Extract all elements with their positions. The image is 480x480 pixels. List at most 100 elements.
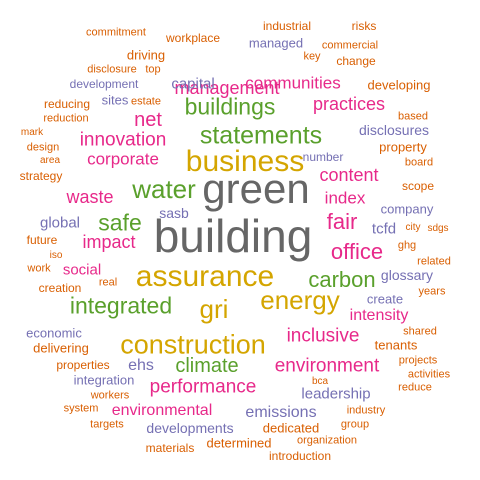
word-mark: mark	[20, 127, 44, 138]
word-sasb: sasb	[159, 205, 189, 221]
word-content: content	[319, 165, 379, 185]
word-emissions: emissions	[245, 404, 317, 421]
word-communities: communities	[245, 73, 341, 93]
word-integrated: integrated	[69, 292, 173, 319]
word-environment: environment	[274, 355, 380, 377]
word-reduction: reduction	[43, 112, 89, 125]
word-properties: properties	[56, 358, 110, 372]
word-global: global	[39, 214, 81, 232]
word-based: based	[398, 110, 428, 123]
word-construction: construction	[120, 329, 266, 360]
word-number: number	[302, 150, 344, 164]
word-sites: sites	[101, 92, 129, 108]
word-property: property	[379, 139, 427, 155]
word-office: office	[330, 239, 384, 264]
word-materials: materials	[145, 441, 195, 455]
word-commitment: commitment	[86, 26, 146, 39]
word-scope: scope	[401, 179, 435, 193]
word-developments: developments	[146, 420, 234, 436]
word-building: building	[153, 210, 313, 262]
word-reducing: reducing	[43, 97, 91, 111]
word-board: board	[404, 156, 434, 169]
word-years: years	[418, 285, 446, 298]
word-projects: projects	[398, 354, 438, 367]
word-determined: determined	[206, 435, 272, 451]
word-practices: practices	[312, 94, 386, 114]
word-driving: driving	[126, 47, 166, 63]
word-key: key	[303, 50, 321, 63]
word-developing: developing	[367, 77, 431, 93]
word-work: work	[27, 262, 51, 275]
word-social: social	[62, 261, 102, 279]
word-strategy: strategy	[19, 169, 63, 183]
word-introduction: introduction	[268, 449, 332, 463]
word-net: net	[134, 109, 162, 131]
word-performance: performance	[149, 376, 257, 398]
word-create: create	[366, 291, 404, 307]
word-change: change	[336, 54, 376, 68]
word-tenants: tenants	[374, 337, 418, 353]
word-targets: targets	[90, 418, 124, 431]
word-corporate: corporate	[87, 149, 159, 169]
word-impact: impact	[82, 232, 136, 252]
word-bca: bca	[311, 376, 329, 387]
word-shared: shared	[403, 325, 437, 338]
word-economic: economic	[26, 325, 82, 341]
word-dedicated: dedicated	[262, 420, 320, 436]
word-business: business	[185, 145, 305, 178]
word-design: design	[26, 141, 60, 154]
word-iso: iso	[49, 250, 63, 261]
word-workers: workers	[90, 389, 130, 402]
word-development: development	[69, 77, 139, 91]
word-integration: integration	[73, 372, 135, 388]
word-ehs: ehs	[128, 357, 154, 374]
word-tcfd: tcfd	[371, 220, 397, 238]
word-industrial: industrial	[262, 19, 312, 33]
word-intensity: intensity	[349, 307, 409, 324]
word-glossary: glossary	[380, 267, 434, 283]
word-area: area	[39, 155, 61, 166]
word-ghg: ghg	[397, 239, 417, 252]
word-reduce: reduce	[398, 381, 432, 394]
word-delivering: delivering	[33, 340, 89, 356]
word-statements: statements	[199, 121, 323, 150]
word-gri: gri	[199, 294, 229, 324]
word-system: system	[63, 402, 99, 415]
word-related: related	[417, 255, 451, 268]
word-estate: estate	[131, 95, 161, 108]
word-disclosure: disclosure	[87, 63, 137, 76]
word-carbon: carbon	[308, 267, 376, 292]
word-innovation: innovation	[79, 129, 167, 151]
word-creation: creation	[38, 281, 82, 295]
word-disclosures: disclosures	[358, 122, 430, 138]
word-industry: industry	[346, 404, 386, 417]
word-managed: managed	[248, 35, 304, 51]
word-green: green	[202, 165, 310, 212]
word-assurance: assurance	[135, 260, 275, 293]
word-activities: activities	[407, 368, 451, 381]
word-management: management	[174, 78, 280, 98]
word-climate: climate	[175, 355, 239, 377]
word-group: group	[340, 418, 370, 431]
word-safe: safe	[98, 209, 142, 236]
word-waste: waste	[66, 187, 114, 207]
word-workplace: workplace	[165, 31, 221, 45]
word-environmental: environmental	[111, 402, 213, 419]
word-organization: organization	[297, 434, 357, 447]
word-buildings: buildings	[184, 93, 276, 120]
word-top: top	[145, 63, 161, 76]
word-fair: fair	[326, 209, 358, 234]
word-inclusive: inclusive	[286, 325, 360, 347]
word-risks: risks	[351, 19, 377, 33]
word-future: future	[26, 233, 58, 247]
word-energy: energy	[260, 285, 340, 315]
word-water: water	[132, 174, 196, 204]
word-company: company	[380, 201, 434, 217]
word-city: city	[405, 222, 421, 233]
word-sdgs: sdgs	[427, 223, 449, 234]
word-leadership: leadership	[301, 385, 371, 403]
word-capital: capital	[171, 75, 215, 93]
word-commercial: commercial	[321, 39, 379, 52]
word-index: index	[324, 188, 366, 208]
